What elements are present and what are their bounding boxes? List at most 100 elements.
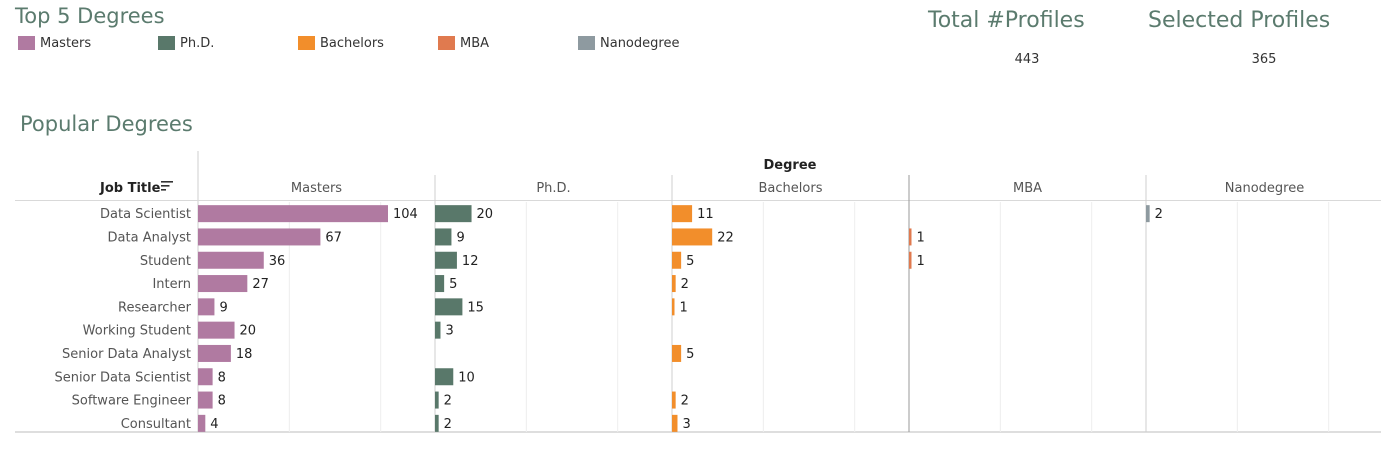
data-label: 1 bbox=[917, 254, 925, 269]
legend-item-bachelors[interactable]: Bachelors bbox=[298, 35, 384, 51]
legend-label: Nanodegree bbox=[600, 35, 680, 51]
data-label: 2 bbox=[444, 417, 452, 432]
panel-label-ph-d: Ph.D. bbox=[536, 181, 570, 196]
legend-swatch bbox=[18, 36, 35, 50]
data-label: 11 bbox=[697, 207, 714, 222]
category-label-student: Student bbox=[140, 254, 191, 269]
category-label-senior-data-scientist: Senior Data Scientist bbox=[54, 370, 191, 385]
data-label: 20 bbox=[477, 207, 494, 222]
bar-ph-d-senior-data-scientist bbox=[435, 368, 454, 386]
legend-swatch bbox=[578, 36, 595, 50]
row-header: Job Title bbox=[99, 181, 161, 196]
data-label: 4 bbox=[210, 417, 218, 432]
category-label-researcher: Researcher bbox=[118, 300, 192, 315]
category-label-working-student: Working Student bbox=[83, 324, 191, 339]
sort-icon bbox=[161, 181, 173, 191]
data-label: 27 bbox=[252, 277, 269, 292]
bar-bachelors-data-scientist bbox=[672, 205, 693, 223]
data-label: 5 bbox=[686, 347, 694, 362]
panel-label-masters: Masters bbox=[291, 181, 342, 196]
bar-ph-d-researcher bbox=[435, 298, 463, 316]
selected-profiles-value: 365 bbox=[1251, 52, 1277, 67]
data-label: 20 bbox=[240, 324, 257, 339]
bar-bachelors-student bbox=[672, 251, 682, 269]
bar-masters-senior-data-analyst bbox=[198, 344, 231, 362]
bar-mba-student bbox=[909, 251, 912, 269]
bar-nanodegree-data-scientist bbox=[1146, 205, 1150, 223]
data-label: 12 bbox=[462, 254, 479, 269]
legend-title: Top 5 Degrees bbox=[15, 4, 165, 28]
data-label: 8 bbox=[218, 370, 226, 385]
category-label-data-analyst: Data Analyst bbox=[108, 230, 191, 245]
data-label: 18 bbox=[236, 347, 253, 362]
legend-item-nanodegree[interactable]: Nanodegree bbox=[578, 35, 679, 51]
bar-masters-researcher bbox=[198, 298, 215, 316]
bar-masters-intern bbox=[198, 275, 248, 293]
bar-masters-data-analyst bbox=[198, 228, 321, 246]
bar-masters-software-engineer bbox=[198, 391, 213, 409]
data-label: 9 bbox=[456, 230, 464, 245]
bar-ph-d-intern bbox=[435, 275, 445, 293]
legend-swatch bbox=[298, 36, 315, 50]
bar-masters-senior-data-scientist bbox=[198, 368, 213, 386]
data-label: 22 bbox=[717, 230, 734, 245]
bar-ph-d-student bbox=[435, 251, 457, 269]
data-label: 2 bbox=[681, 277, 689, 292]
legend-label: Ph.D. bbox=[180, 35, 215, 51]
data-label: 2 bbox=[681, 394, 689, 409]
data-label: 15 bbox=[467, 300, 484, 315]
category-label-senior-data-analyst: Senior Data Analyst bbox=[62, 347, 191, 362]
data-label: 2 bbox=[444, 394, 452, 409]
legend-label: MBA bbox=[460, 35, 490, 51]
bar-bachelors-intern bbox=[672, 275, 676, 293]
bar-mba-data-analyst bbox=[909, 228, 912, 246]
data-label: 10 bbox=[458, 370, 475, 385]
bar-ph-d-working-student bbox=[435, 321, 441, 339]
data-label: 3 bbox=[445, 324, 453, 339]
bar-bachelors-software-engineer bbox=[672, 391, 676, 409]
category-label-data-scientist: Data Scientist bbox=[100, 207, 191, 222]
total-profiles-value: 443 bbox=[1014, 52, 1040, 67]
legend-label: Bachelors bbox=[320, 35, 384, 51]
data-label: 5 bbox=[449, 277, 457, 292]
total-profiles-title: Total #Profiles bbox=[928, 8, 1085, 33]
bar-ph-d-data-analyst bbox=[435, 228, 452, 246]
data-label: 8 bbox=[218, 394, 226, 409]
selected-profiles-title: Selected Profiles bbox=[1148, 8, 1331, 33]
bar-masters-data-scientist bbox=[198, 205, 388, 223]
chart-title: Popular Degrees bbox=[20, 112, 193, 136]
bar-ph-d-data-scientist bbox=[435, 205, 472, 223]
data-label: 104 bbox=[393, 207, 418, 222]
bar-masters-student bbox=[198, 251, 264, 269]
data-label: 1 bbox=[917, 230, 925, 245]
bar-bachelors-senior-data-analyst bbox=[672, 344, 682, 362]
data-label: 1 bbox=[680, 300, 688, 315]
legend-swatch bbox=[158, 36, 175, 50]
data-label: 9 bbox=[219, 300, 227, 315]
legend-label: Masters bbox=[40, 35, 92, 51]
data-label: 36 bbox=[269, 254, 286, 269]
category-label-intern: Intern bbox=[152, 277, 191, 292]
category-label-software-engineer: Software Engineer bbox=[72, 394, 192, 409]
panel-label-mba: MBA bbox=[1013, 181, 1042, 196]
legend-swatch bbox=[438, 36, 455, 50]
category-label-consultant: Consultant bbox=[121, 417, 191, 432]
bar-bachelors-consultant bbox=[672, 414, 678, 432]
bar-ph-d-consultant bbox=[435, 414, 439, 432]
data-label: 2 bbox=[1155, 207, 1163, 222]
data-label: 67 bbox=[325, 230, 342, 245]
panel-label-nanodegree: Nanodegree bbox=[1225, 181, 1304, 196]
data-label: 3 bbox=[682, 417, 690, 432]
bar-masters-working-student bbox=[198, 321, 235, 339]
bar-bachelors-researcher bbox=[672, 298, 675, 316]
data-label: 5 bbox=[686, 254, 694, 269]
bar-ph-d-software-engineer bbox=[435, 391, 439, 409]
legend-item-mba[interactable]: MBA bbox=[438, 35, 489, 51]
legend-item-masters[interactable]: Masters bbox=[18, 35, 91, 51]
column-header: Degree bbox=[764, 158, 817, 173]
legend-item-ph-d[interactable]: Ph.D. bbox=[158, 35, 214, 51]
bar-bachelors-data-analyst bbox=[672, 228, 713, 246]
panel-label-bachelors: Bachelors bbox=[759, 181, 823, 196]
bar-masters-consultant bbox=[198, 414, 206, 432]
